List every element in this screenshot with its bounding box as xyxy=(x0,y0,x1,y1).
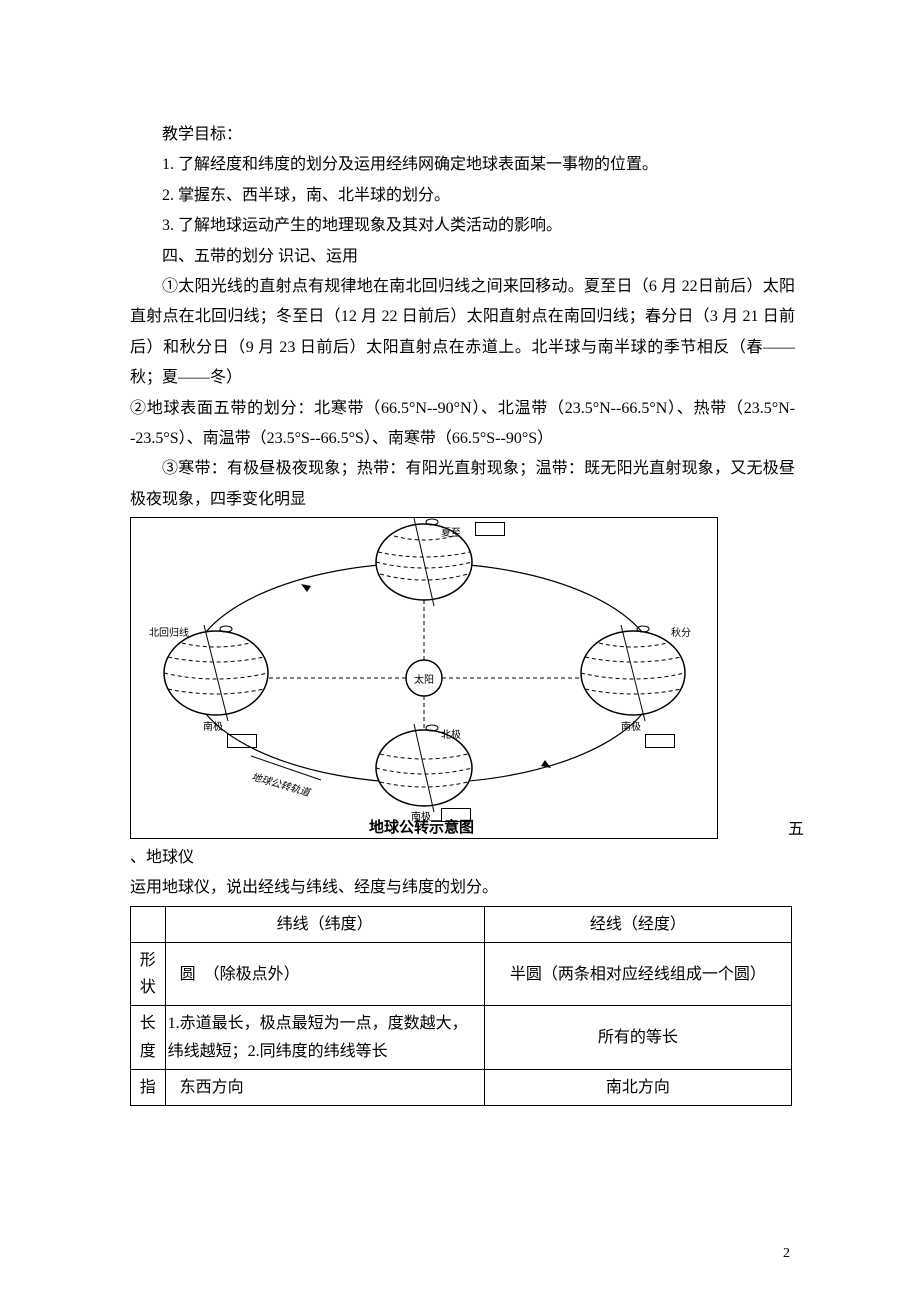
section4-title: 四、五带的划分 识记、运用 xyxy=(130,242,795,272)
box-right xyxy=(645,734,675,748)
shape-lon: 半圆（两条相对应经线组成一个圆） xyxy=(484,943,791,1006)
page-number: 2 xyxy=(783,1246,790,1262)
right-out-label: 南极 xyxy=(621,718,641,733)
left-in-label: 北回归线 xyxy=(149,624,189,639)
top-globe-ne: 夏至 xyxy=(441,524,461,539)
box-top xyxy=(475,522,505,536)
section4-p2: ②地球表面五带的划分：北寒带（66.5°N--90°N）、北温带（23.5°N-… xyxy=(130,394,795,455)
header-blank xyxy=(131,906,166,942)
diagram-caption: 地球公转示意图 xyxy=(369,816,474,837)
revolution-diagram: 夏至 太阳 北回归线 南极 秋分 南极 北极 南极 地球公转轨道 地球公转示意图 xyxy=(130,517,718,839)
table-row: 形状 圆 （除极点外） 半圆（两条相对应经线组成一个圆） xyxy=(131,943,792,1006)
section5-five: 五 xyxy=(718,815,804,843)
objective-3: 3. 了解地球运动产生的地理现象及其对人类活动的影响。 xyxy=(130,211,795,241)
table-row: 指 东西方向 南北方向 xyxy=(131,1069,792,1105)
shape-lat: 圆 （除极点外） xyxy=(165,943,484,1006)
section5-intro: 运用地球仪，说出经线与纬线、经度与纬度的划分。 xyxy=(130,873,795,903)
row-len: 长度 xyxy=(131,1006,166,1069)
len-lon: 所有的等长 xyxy=(484,1006,791,1069)
row-shape: 形状 xyxy=(131,943,166,1006)
page-container: 教学目标： 1. 了解经度和纬度的划分及运用经纬网确定地球表面某一事物的位置。 … xyxy=(0,0,920,1302)
len-lat: 1.赤道最长，极点最短为一点，度数越大，纬线越短；2.同纬度的纬线等长 xyxy=(165,1006,484,1069)
lat-lon-table: 纬线（纬度） 经线（经度） 形状 圆 （除极点外） 半圆（两条相对应经线组成一个… xyxy=(130,906,792,1106)
objectives-heading: 教学目标： xyxy=(130,120,795,150)
objective-2: 2. 掌握东、西半球，南、北半球的划分。 xyxy=(130,181,795,211)
section4-p3: ③寒带：有极昼极夜现象；热带：有阳光直射现象；温带：既无阳光直射现象，又无极昼极… xyxy=(130,454,795,515)
section4-p1: ①太阳光线的直射点有规律地在南北回归线之间来回移动。夏至日（6 月 22日前后）… xyxy=(130,272,795,394)
table-row: 纬线（纬度） 经线（经度） xyxy=(131,906,792,942)
box-left xyxy=(227,734,257,748)
left-out-label: 南极 xyxy=(203,718,223,733)
section5-title-rest: 、地球仪 xyxy=(130,843,795,873)
row-dir: 指 xyxy=(131,1069,166,1105)
right-in-label: 秋分 xyxy=(671,624,691,639)
header-lon: 经线（经度） xyxy=(484,906,791,942)
table-row: 长度 1.赤道最长，极点最短为一点，度数越大，纬线越短；2.同纬度的纬线等长 所… xyxy=(131,1006,792,1069)
diagram-row: 夏至 太阳 北回归线 南极 秋分 南极 北极 南极 地球公转轨道 地球公转示意图… xyxy=(130,515,795,843)
bottom-in-label: 北极 xyxy=(441,726,461,741)
objective-1: 1. 了解经度和纬度的划分及运用经纬网确定地球表面某一事物的位置。 xyxy=(130,150,795,180)
dir-lat: 东西方向 xyxy=(165,1069,484,1105)
sun-label: 太阳 xyxy=(414,671,434,686)
dir-lon: 南北方向 xyxy=(484,1069,791,1105)
header-lat: 纬线（纬度） xyxy=(165,906,484,942)
